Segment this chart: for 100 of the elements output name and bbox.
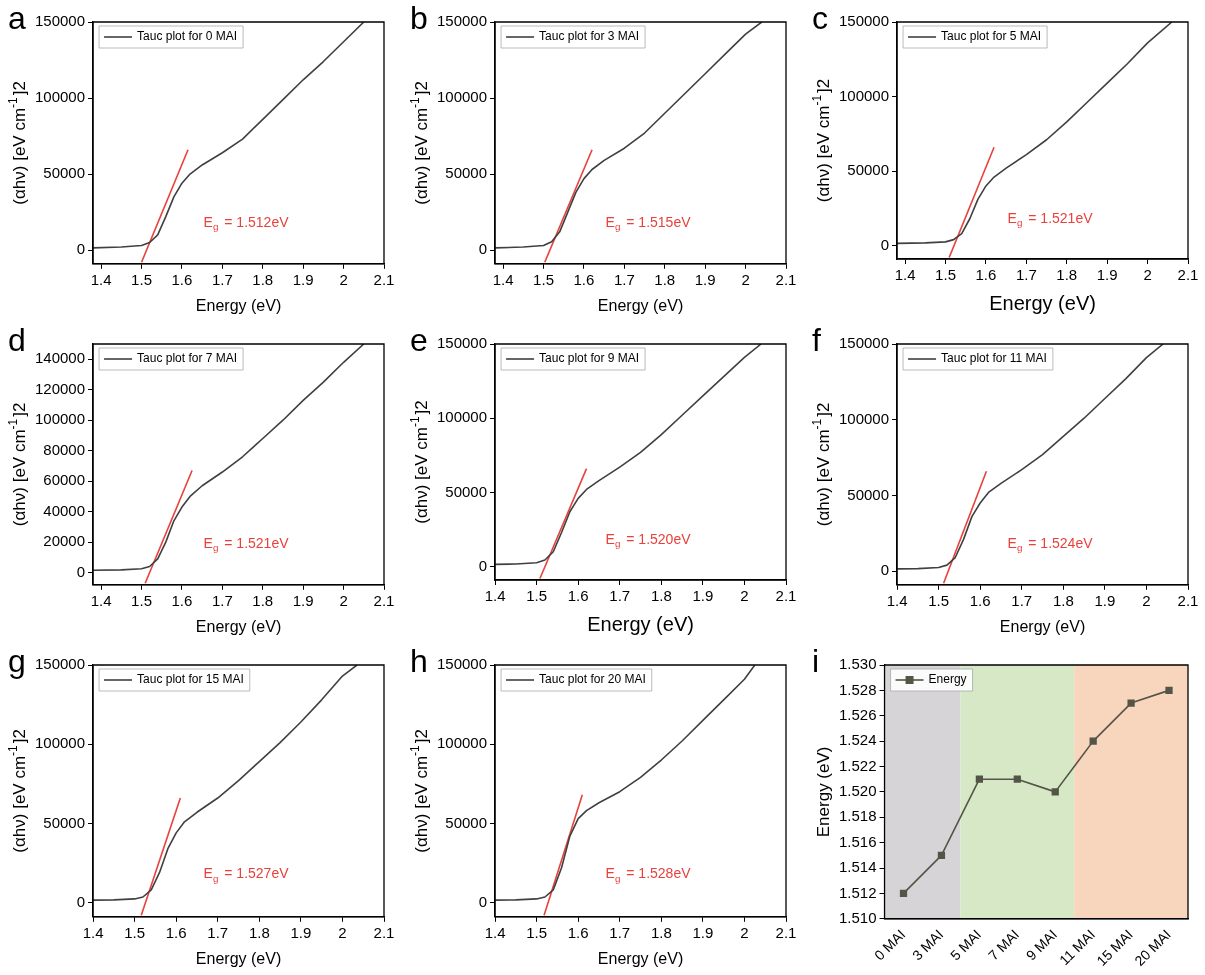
chart-title: g	[8, 642, 26, 679]
x-tick-label: 3 MAI	[909, 926, 947, 964]
x-tick-label: 1.7	[207, 923, 229, 941]
legend-label: Tauc plot for 15 MAI	[137, 672, 244, 687]
chart-title: h	[410, 642, 428, 679]
y-tick-label: 20000	[43, 532, 86, 550]
y-tick-label: 150000	[436, 655, 488, 673]
chart-title: d	[8, 321, 26, 358]
x-tick-label: 1.8	[1056, 266, 1078, 284]
x-axis-title: Energy (eV)	[597, 949, 684, 967]
y-axis-title: (αhν) [eV cm-1]2	[810, 78, 833, 203]
x-tick-label: 1.9	[1094, 591, 1116, 609]
y-tick-label: 0	[880, 561, 890, 579]
x-tick-label: 2	[1143, 266, 1152, 284]
y-tick-label: 100000	[436, 408, 488, 426]
y-axis-title: Energy (eV)	[813, 746, 833, 838]
x-tick-label: 1.6	[969, 591, 991, 609]
x-tick-label: 1.5	[131, 591, 152, 609]
x-tick-label: 2	[1142, 591, 1151, 609]
y-tick-label: 150000	[34, 655, 86, 673]
x-tick-label: 1.4	[492, 270, 514, 288]
y-tick-label: 1.512	[838, 883, 877, 901]
y-tick-label: 50000	[43, 813, 86, 831]
y-tick-label: 100000	[436, 734, 488, 752]
x-tick-label: 1.6	[171, 270, 193, 288]
x-tick-label: 2	[338, 923, 347, 941]
y-axis-title: (αhν) [eV cm-1]2	[408, 81, 431, 205]
x-axis-title: Energy (eV)	[587, 612, 694, 635]
x-tick-label: 1.6	[165, 923, 187, 941]
chart-title: a	[8, 0, 26, 36]
y-tick-label: 1.526	[838, 705, 877, 723]
x-tick-label: 2	[339, 270, 348, 288]
x-tick-label: 1.7	[609, 587, 631, 605]
legend-label: Tauc plot for 20 MAI	[539, 672, 646, 687]
x-axis-title: Energy (eV)	[597, 296, 684, 314]
x-tick-label: 1.4	[82, 923, 104, 941]
x-tick-label: 1.4	[90, 591, 112, 609]
x-tick-label: 2.1	[1177, 266, 1199, 284]
legend-label: Tauc plot for 3 MAI	[539, 29, 640, 44]
y-tick-label: 50000	[847, 161, 890, 179]
x-axis-title: Energy (eV)	[195, 296, 282, 314]
point	[975, 775, 983, 783]
y-tick-label: 120000	[34, 379, 86, 397]
y-tick-label: 1.522	[838, 756, 877, 774]
x-tick-label: 1.8	[1052, 591, 1074, 609]
x-tick-label: 2	[740, 587, 749, 605]
y-tick-label: 50000	[445, 482, 488, 500]
x-tick-label: 2.1	[775, 923, 797, 941]
x-tick-label: 2.1	[373, 591, 395, 609]
y-tick-label: 50000	[445, 164, 488, 182]
y-tick-label: 0	[880, 235, 890, 253]
y-tick-label: 100000	[436, 88, 488, 106]
x-tick-label: 2.1	[373, 923, 395, 941]
x-tick-label: 1.5	[935, 266, 956, 284]
point	[899, 889, 908, 898]
y-axis-title: (αhν) [eV cm-1]2	[6, 729, 29, 853]
chart-title: e	[410, 321, 428, 358]
x-tick-label: 1.8	[252, 591, 274, 609]
x-tick-label: 1.9	[694, 270, 716, 288]
point	[1013, 775, 1021, 783]
y-tick-label: 0	[76, 240, 86, 258]
x-tick-label: 1.8	[650, 923, 672, 941]
y-tick-label: 50000	[43, 164, 86, 182]
x-tick-label: 1.4	[886, 591, 908, 609]
x-tick-label: 1.5	[526, 587, 548, 605]
x-tick-label: 1.5	[124, 923, 146, 941]
y-tick-label: 50000	[445, 813, 488, 831]
x-tick-label: 1.6	[975, 266, 997, 284]
y-tick-label: 50000	[847, 485, 890, 503]
y-tick-label: 0	[478, 892, 488, 910]
x-tick-label: 1.9	[692, 923, 714, 941]
y-tick-label: 1.530	[838, 655, 877, 673]
y-tick-label: 0	[478, 556, 488, 574]
y-tick-label: 150000	[34, 12, 86, 30]
y-tick-label: 150000	[436, 334, 488, 352]
point	[937, 851, 946, 859]
y-tick-label: 60000	[43, 471, 86, 489]
y-tick-label: 1.518	[838, 807, 877, 825]
x-tick-label: 1.8	[248, 923, 270, 941]
y-tick-label: 1.520	[838, 782, 877, 800]
y-axis-title: (αhν) [eV cm-1]2	[810, 402, 833, 527]
x-tick-label: 2.1	[1177, 591, 1199, 609]
y-axis-title: (αhν) [eV cm-1]2	[6, 81, 29, 205]
y-tick-label: 0	[76, 562, 86, 580]
point	[1165, 686, 1173, 694]
y-tick-label: 40000	[43, 501, 86, 519]
x-axis-title: Energy (eV)	[989, 291, 1096, 314]
legend-label: Tauc plot for 11 MAI	[941, 351, 1047, 366]
x-tick-label: 1.7	[1011, 591, 1033, 609]
x-axis-title: Energy (eV)	[999, 617, 1086, 635]
x-tick-label: 1.4	[484, 587, 506, 605]
x-tick-label: 7 MAI	[984, 926, 1023, 964]
x-tick-label: 1.6	[567, 923, 589, 941]
y-tick-label: 1.514	[838, 858, 877, 876]
x-tick-label: 1.7	[609, 923, 631, 941]
x-tick-label: 0 MAI	[871, 926, 909, 964]
x-tick-label: 1.6	[573, 270, 595, 288]
x-axis-title: Energy (eV)	[195, 949, 282, 967]
point	[1089, 737, 1097, 745]
x-tick-label: 2.1	[373, 270, 395, 288]
